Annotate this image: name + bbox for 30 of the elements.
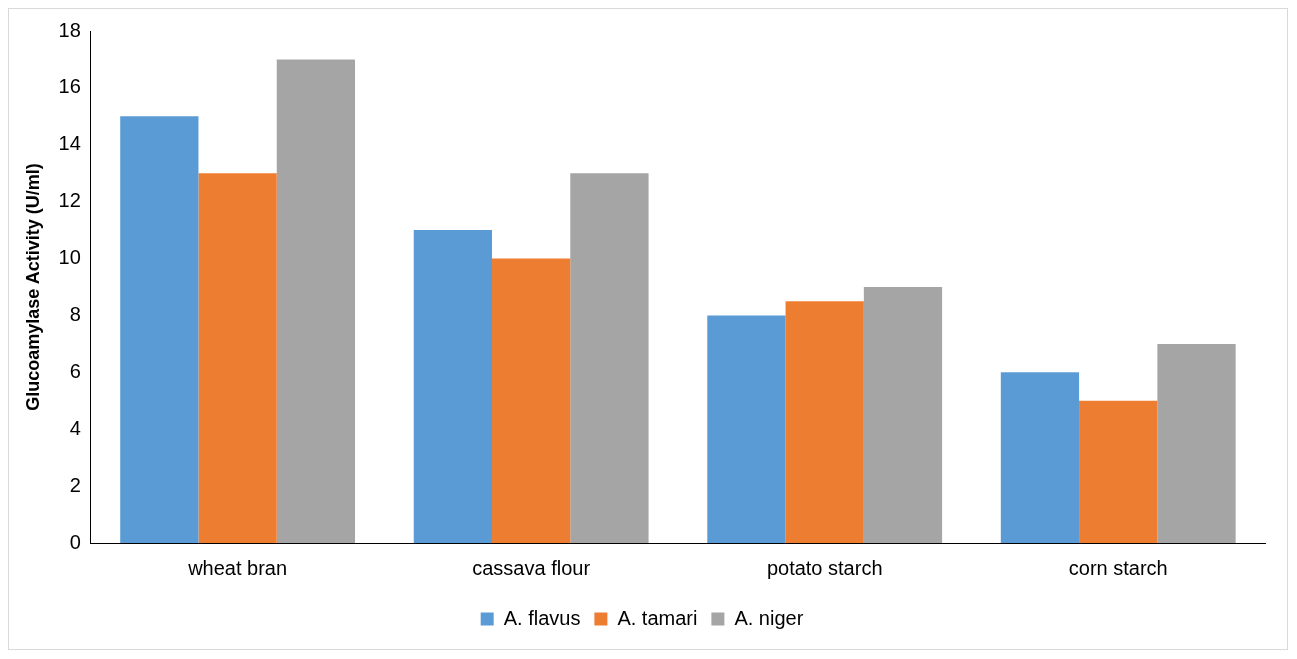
bar xyxy=(863,287,943,543)
y-tick-label: 18 xyxy=(58,18,81,41)
bar xyxy=(276,59,356,543)
legend-label: A. flavus xyxy=(503,606,581,629)
bar xyxy=(120,116,199,543)
y-tick-label: 10 xyxy=(58,246,81,269)
y-tick-label: 0 xyxy=(69,530,81,553)
bar xyxy=(1157,343,1236,543)
bar xyxy=(492,258,571,543)
bar xyxy=(413,230,493,543)
legend-label: A. tamari xyxy=(617,606,698,629)
x-tick-label: cassava flour xyxy=(472,556,591,579)
x-tick-label: wheat bran xyxy=(187,556,288,579)
x-tick-label: corn starch xyxy=(1068,556,1168,579)
y-tick-label: 6 xyxy=(69,359,81,382)
y-tick-label: 14 xyxy=(58,132,81,155)
y-tick-label: 16 xyxy=(58,75,81,98)
y-tick-label: 4 xyxy=(69,416,81,439)
bar xyxy=(785,301,864,543)
y-tick-label: 8 xyxy=(69,302,81,325)
legend-label: A. niger xyxy=(734,606,804,629)
bar xyxy=(707,315,786,543)
x-tick-label: potato starch xyxy=(766,556,883,579)
bar xyxy=(198,173,277,543)
y-tick-label: 2 xyxy=(69,473,81,496)
bar xyxy=(1079,400,1158,543)
y-axis-title: Glucoamylase Activity (U/ml) xyxy=(22,163,43,411)
bar xyxy=(570,173,649,543)
y-tick-label: 12 xyxy=(58,189,81,212)
bar xyxy=(1000,372,1080,543)
